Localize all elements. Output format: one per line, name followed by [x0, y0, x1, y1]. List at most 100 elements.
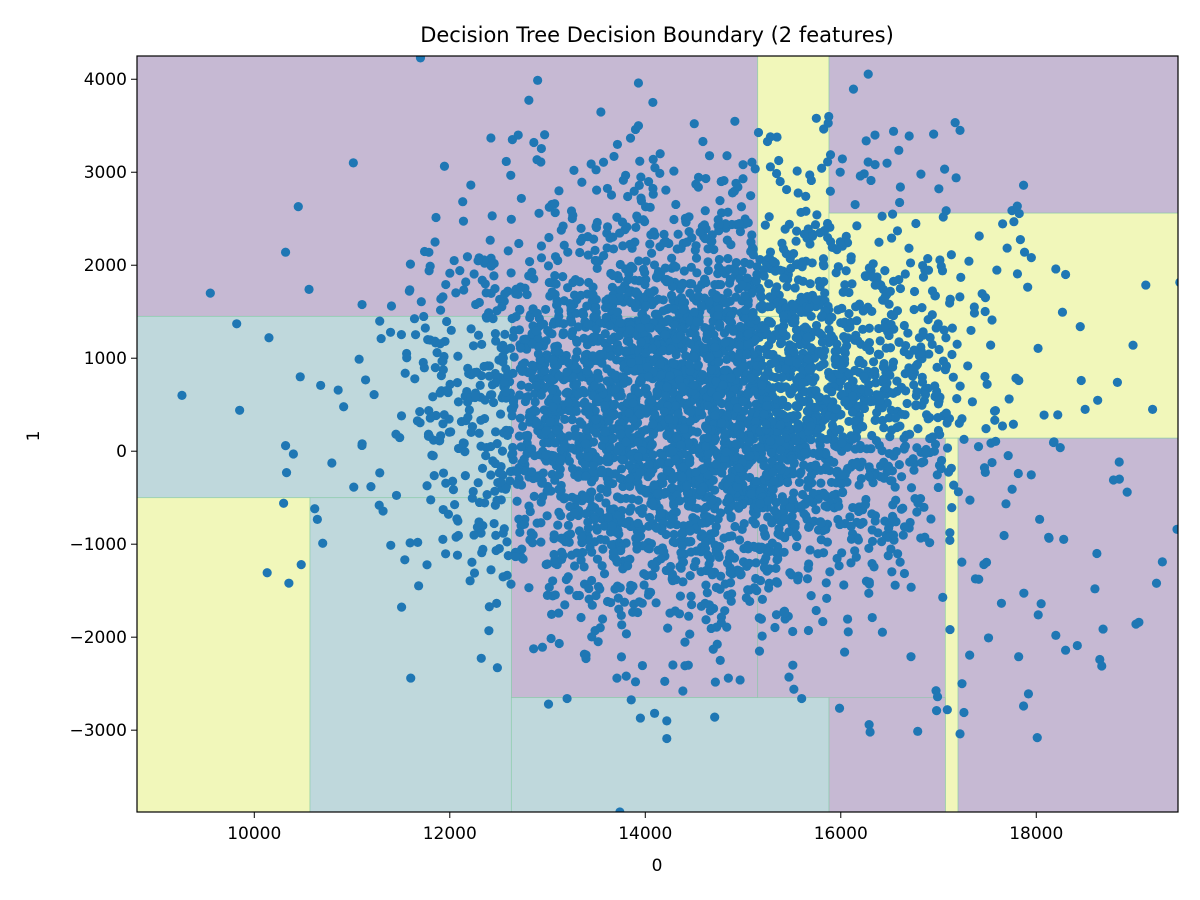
scatter-point: [646, 468, 656, 478]
scatter-point: [391, 490, 402, 501]
scatter-point: [1051, 264, 1061, 274]
scatter-point: [318, 538, 328, 548]
scatter-point: [987, 457, 997, 468]
scatter-point: [496, 477, 506, 487]
scatter-point: [726, 473, 736, 483]
scatter-point: [666, 290, 677, 300]
scatter-point: [676, 563, 686, 573]
scatter-point: [864, 719, 874, 730]
scatter-point: [602, 222, 613, 232]
scatter-point: [554, 608, 564, 618]
scatter-point: [827, 373, 837, 383]
scatter-point: [641, 300, 651, 311]
scatter-point: [567, 330, 577, 341]
scatter-point: [442, 385, 453, 396]
scatter-point: [662, 430, 672, 441]
scatter-point: [891, 446, 902, 457]
scatter-point: [406, 673, 416, 683]
scatter-point: [775, 176, 785, 187]
scatter-points: [177, 56, 1178, 812]
scatter-point: [1060, 645, 1071, 655]
scatter-point: [405, 259, 416, 269]
scatter-point: [778, 395, 788, 405]
scatter-point: [791, 542, 802, 552]
scatter-point: [770, 358, 780, 368]
decision-region: [828, 697, 946, 812]
scatter-point: [1051, 630, 1061, 640]
scatter-point: [687, 426, 698, 436]
scatter-point: [680, 637, 690, 647]
scatter-point: [583, 517, 593, 527]
scatter-point: [803, 625, 814, 636]
scatter-point: [610, 399, 620, 410]
scatter-point: [776, 337, 787, 348]
scatter-point: [567, 213, 577, 224]
scatter-point: [625, 481, 635, 491]
scatter-point: [563, 397, 574, 408]
scatter-point: [953, 487, 963, 497]
scatter-point: [729, 263, 740, 273]
scatter-point: [999, 530, 1009, 541]
scatter-point: [864, 579, 874, 589]
scatter-point: [650, 409, 660, 420]
scatter-point: [931, 323, 941, 333]
scatter-point: [610, 384, 620, 394]
scatter-point: [575, 247, 585, 258]
scatter-point: [624, 336, 634, 347]
scatter-point: [606, 434, 617, 444]
scatter-point: [759, 271, 769, 281]
scatter-point: [554, 186, 564, 196]
scatter-point: [956, 272, 966, 282]
scatter-point: [536, 518, 546, 528]
scatter-point: [776, 445, 786, 455]
scatter-point: [675, 591, 686, 601]
scatter-point: [416, 297, 426, 307]
scatter-point: [508, 368, 518, 378]
scatter-point: [536, 143, 546, 154]
scatter-point: [412, 416, 423, 426]
scatter-point: [765, 316, 775, 327]
scatter-point: [560, 414, 570, 424]
scatter-point: [573, 389, 584, 399]
scatter-point: [533, 75, 543, 85]
scatter-point: [746, 191, 756, 201]
scatter-point: [788, 384, 798, 395]
scatter-point: [640, 268, 650, 278]
scatter-point: [606, 190, 617, 200]
scatter-point: [854, 480, 864, 490]
scatter-point: [566, 206, 577, 216]
scatter-point: [612, 139, 623, 150]
scatter-point: [759, 563, 770, 573]
scatter-point: [710, 712, 720, 722]
scatter-point: [719, 373, 729, 383]
scatter-point: [837, 154, 847, 164]
scatter-point: [869, 357, 879, 367]
scatter-point: [879, 323, 889, 333]
y-tick-label: −3000: [69, 721, 127, 741]
scatter-point: [615, 318, 625, 328]
scatter-point: [773, 554, 783, 564]
scatter-point: [870, 130, 880, 140]
scatter-point: [947, 503, 957, 513]
scatter-point: [487, 211, 497, 221]
scatter-point: [861, 271, 871, 282]
scatter-point: [793, 423, 803, 433]
scatter-point: [757, 360, 767, 371]
scatter-point: [543, 699, 554, 709]
scatter-point: [606, 597, 616, 608]
scatter-point: [996, 598, 1007, 608]
scatter-point: [1026, 253, 1036, 263]
scatter-point: [743, 339, 753, 349]
scatter-point: [550, 207, 560, 218]
scatter-point: [777, 372, 787, 382]
scatter-point: [837, 470, 847, 480]
scatter-point: [640, 487, 650, 497]
scatter-point: [870, 366, 880, 376]
y-tick-label: −2000: [69, 628, 127, 648]
scatter-point: [811, 113, 821, 123]
scatter-point: [794, 477, 805, 488]
scatter-point: [1013, 468, 1023, 479]
scatter-point: [414, 581, 424, 591]
scatter-point: [1019, 588, 1029, 598]
scatter-point: [669, 359, 679, 369]
